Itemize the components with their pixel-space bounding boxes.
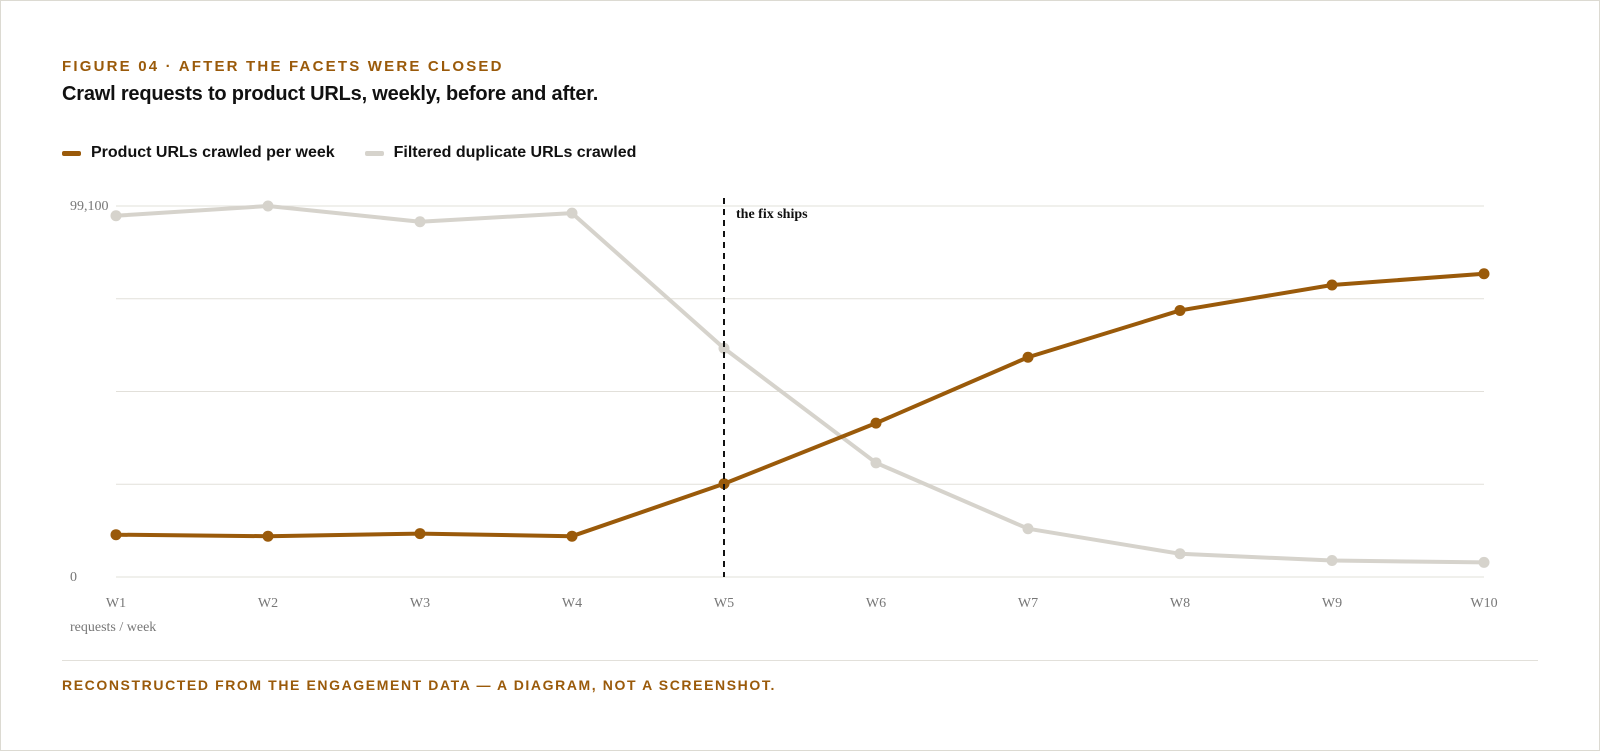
data-point-duplicate (1478, 556, 1490, 568)
data-point-duplicate (414, 216, 426, 228)
x-tick-label: W5 (714, 596, 734, 611)
x-tick-label: W10 (1470, 596, 1497, 611)
y-axis-label: requests / week (70, 620, 156, 635)
data-point-duplicate (262, 200, 274, 212)
data-point-product (110, 529, 122, 541)
data-point-duplicate (566, 207, 578, 219)
data-point-duplicate (1174, 548, 1186, 560)
series-line-duplicate (114, 204, 1486, 565)
legend-swatch-duplicate (364, 150, 384, 156)
x-tick-label: W7 (1018, 596, 1038, 611)
x-tick-label: W2 (258, 596, 278, 611)
annotation-label: the fix ships (736, 207, 808, 222)
chart-title: Crawl requests to product URLs, weekly, … (62, 83, 599, 105)
figure-eyebrow: FIGURE 04 · AFTER THE FACETS WERE CLOSED (62, 58, 504, 75)
footer-note: RECONSTRUCTED FROM THE ENGAGEMENT DATA —… (62, 677, 776, 693)
x-tick-label: W6 (866, 596, 886, 611)
y-tick-label: 99,100 (70, 199, 109, 214)
chart-legend: Product URLs crawled per week Filtered d… (62, 144, 666, 162)
series-line-product (114, 271, 1486, 539)
legend-label-duplicate: Filtered duplicate URLs crawled (393, 144, 637, 161)
data-point-product (1478, 268, 1490, 280)
x-tick-label: W9 (1322, 596, 1342, 611)
legend-item-product: Product URLs crawled per week (62, 144, 335, 162)
x-tick-label: W8 (1170, 596, 1190, 611)
data-point-product (1174, 304, 1186, 316)
data-point-product (566, 530, 578, 542)
legend-item-duplicate: Filtered duplicate URLs crawled (364, 144, 637, 162)
data-point-product (414, 528, 426, 540)
data-point-duplicate (1022, 523, 1034, 535)
x-tick-label: W3 (410, 596, 430, 611)
data-point-duplicate (718, 342, 730, 354)
data-point-duplicate (870, 457, 882, 469)
y-tick-label: 0 (70, 570, 77, 585)
data-point-duplicate (110, 210, 122, 222)
data-point-duplicate (1326, 555, 1338, 567)
data-point-product (718, 478, 730, 490)
data-point-product (1326, 279, 1338, 291)
legend-label-product: Product URLs crawled per week (91, 144, 335, 161)
legend-swatch-product (62, 150, 81, 156)
footer-divider (62, 660, 1538, 661)
x-tick-label: W1 (106, 596, 126, 611)
data-point-product (1022, 351, 1034, 363)
x-tick-label: W4 (562, 596, 582, 611)
data-point-product (262, 530, 274, 542)
data-point-product (870, 417, 882, 429)
